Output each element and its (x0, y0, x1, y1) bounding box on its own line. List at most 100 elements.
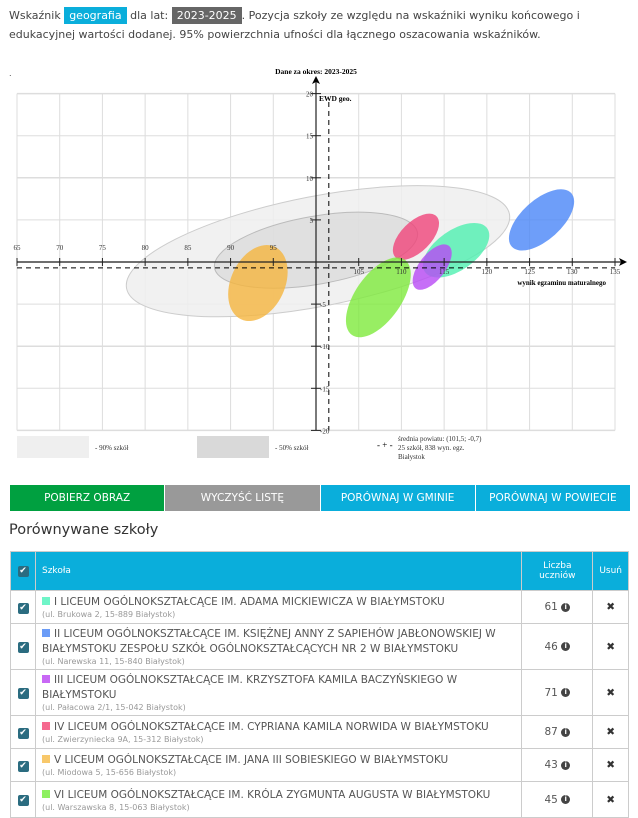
school-name: V LICEUM OGÓLNOKSZTAŁCĄCE IM. JANA III S… (54, 754, 449, 766)
school-ellipse-IV (392, 213, 440, 260)
y-axis-arrow-icon (312, 76, 320, 84)
intro-text: Wskaźnik geografia dla lat: 2023-2025. P… (9, 6, 634, 83)
school-name: IV LICEUM OGÓLNOKSZTAŁCĄCE IM. CYPRIANA … (54, 721, 489, 733)
col-school: Szkoła (34, 551, 523, 591)
chart-title: Dane za okres: 2023-2025 (275, 67, 357, 76)
table-row: ✔ IV LICEUM OGÓLNOKSZTAŁCĄCE IM. CYPRIAN… (10, 715, 629, 749)
x-tick-label: 130 (567, 268, 578, 276)
subject-badge: geografia (64, 7, 127, 24)
row-checkbox[interactable]: ✔ (17, 602, 29, 614)
dot-text: . (9, 69, 12, 78)
legend-swatch-90 (17, 436, 89, 458)
legend-mean-icon: - + - (377, 440, 393, 450)
x-axis-label: wynik egzaminu maturalnego (517, 279, 606, 287)
color-swatch (42, 675, 50, 683)
student-count: 43 (544, 759, 558, 771)
row-checkbox[interactable]: ✔ (17, 760, 29, 772)
info-icon[interactable]: i (561, 688, 571, 697)
y-tick-label: -20 (320, 427, 330, 435)
y-tick-label: 20 (306, 91, 314, 99)
student-count: 87 (544, 726, 558, 738)
y-tick-label: -15 (320, 385, 330, 393)
student-count: 46 (544, 640, 558, 653)
info-icon[interactable]: i (561, 795, 571, 804)
x-tick-label: 105 (353, 268, 364, 276)
row-checkbox[interactable]: ✔ (17, 688, 29, 699)
color-swatch (42, 755, 50, 763)
row-checkbox[interactable]: ✔ (17, 642, 29, 653)
x-tick-label: 95 (270, 244, 278, 252)
download-image-button[interactable]: POBIERZ OBRAZ (10, 485, 166, 511)
remove-icon[interactable]: ✖ (606, 640, 616, 653)
y-axis-label: EWD geo. (319, 94, 352, 103)
compare-table: ✔ Szkoła Liczba uczniów Usuń ✔ I LICEUM … (10, 551, 629, 818)
x-tick-label: 80 (142, 244, 150, 252)
x-tick-label: 75 (99, 244, 107, 252)
student-count: 45 (544, 793, 558, 806)
action-buttons: POBIERZ OBRAZ WYCZYŚĆ LISTĘ PORÓWNAJ W G… (10, 485, 631, 511)
color-swatch (42, 597, 50, 605)
table-row: ✔ V LICEUM OGÓLNOKSZTAŁCĄCE IM. JANA III… (10, 748, 629, 782)
info-icon[interactable]: i (561, 602, 571, 612)
info-icon[interactable]: i (561, 727, 571, 737)
school-address: (ul. Pałacowa 2/1, 15-042 Białystok) (42, 703, 186, 712)
school-ellipse-III (412, 244, 452, 290)
y-tick-label: 15 (306, 133, 314, 141)
info-icon[interactable]: i (561, 642, 571, 651)
remove-icon[interactable]: ✖ (606, 793, 616, 806)
legend-label-50: - 50% szkół (275, 444, 308, 452)
row-checkbox[interactable]: ✔ (17, 795, 29, 806)
school-name: II LICEUM OGÓLNOKSZTAŁCĄCE IM. KSIĘŻNEJ … (42, 628, 496, 655)
x-tick-label: 115 (439, 268, 450, 276)
x-axis-arrow-icon (619, 258, 627, 266)
legend-mean-text: Białystok (398, 453, 425, 461)
school-ellipse-II (508, 189, 575, 251)
remove-icon[interactable]: ✖ (606, 726, 616, 738)
school-name: VI LICEUM OGÓLNOKSZTAŁCĄCE IM. KRÓLA ZYG… (54, 788, 491, 801)
school-address: (ul. Zwierzyniecka 9A, 15-312 Białystok) (42, 735, 204, 744)
legend-mean-text: średnia powiatu: (101,5; -0,7) (398, 435, 482, 443)
x-tick-label: 70 (56, 244, 64, 252)
clear-list-button[interactable]: WYCZYŚĆ LISTĘ (165, 485, 321, 511)
school-address: (ul. Miodowa 5, 15-656 Białystok) (42, 768, 177, 777)
remove-icon[interactable]: ✖ (606, 601, 616, 613)
intro-label: Wskaźnik (9, 9, 61, 22)
compare-heading: Porównywane szkoły (9, 522, 159, 538)
table-row: ✔ VI LICEUM OGÓLNOKSZTAŁCĄCE IM. KRÓLA Z… (10, 781, 629, 818)
table-row: ✔ I LICEUM OGÓLNOKSZTAŁCĄCE IM. ADAMA MI… (10, 590, 629, 624)
color-swatch (42, 789, 50, 798)
table-row: ✔ II LICEUM OGÓLNOKSZTAŁCĄCE IM. KSIĘŻNE… (10, 623, 629, 670)
col-remove: Usuń (592, 551, 629, 591)
y-tick-label: -5 (320, 301, 326, 309)
info-icon[interactable]: i (561, 760, 571, 770)
compare-municipality-button[interactable]: PORÓWNAJ W GMINIE (320, 485, 476, 511)
remove-icon[interactable]: ✖ (606, 686, 616, 699)
select-all-checkbox[interactable]: ✔ (17, 565, 29, 577)
school-ellipse-VI (345, 257, 411, 338)
x-tick-label: 110 (396, 268, 407, 276)
student-count: 61 (544, 601, 558, 613)
y-tick-label: 10 (306, 175, 314, 183)
compare-county-button[interactable]: PORÓWNAJ W POWIECIE (475, 485, 631, 511)
years-badge: 2023-2025 (171, 7, 242, 24)
school-name: III LICEUM OGÓLNOKSZTAŁCĄCE IM. KRZYSZTO… (42, 674, 458, 701)
y-tick-label: 5 (310, 217, 314, 225)
table-row: ✔ III LICEUM OGÓLNOKSZTAŁCĄCE IM. KRZYSZ… (10, 669, 629, 716)
x-tick-label: 65 (14, 244, 22, 252)
legend-label-90: - 90% szkół (95, 444, 128, 452)
y-tick-label: -10 (320, 343, 330, 351)
intro-label-years: dla lat: (130, 9, 169, 22)
school-address: (ul. Narewska 11, 15-840 Białystok) (42, 657, 185, 666)
school-address: (ul. Brukowa 2, 15-889 Białystok) (42, 610, 176, 619)
col-count: Liczba uczniów (521, 551, 594, 591)
student-count: 71 (544, 686, 558, 699)
color-swatch (42, 629, 50, 637)
school-name: I LICEUM OGÓLNOKSZTAŁCĄCE IM. ADAMA MICK… (54, 596, 445, 608)
row-checkbox[interactable]: ✔ (17, 727, 29, 739)
remove-icon[interactable]: ✖ (606, 759, 616, 771)
legend-mean-text: 25 szkół, 838 wyn. egz. (398, 444, 465, 452)
x-tick-label: 135 (610, 268, 621, 276)
x-tick-label: 125 (524, 268, 535, 276)
school-ellipse-V (228, 245, 288, 322)
